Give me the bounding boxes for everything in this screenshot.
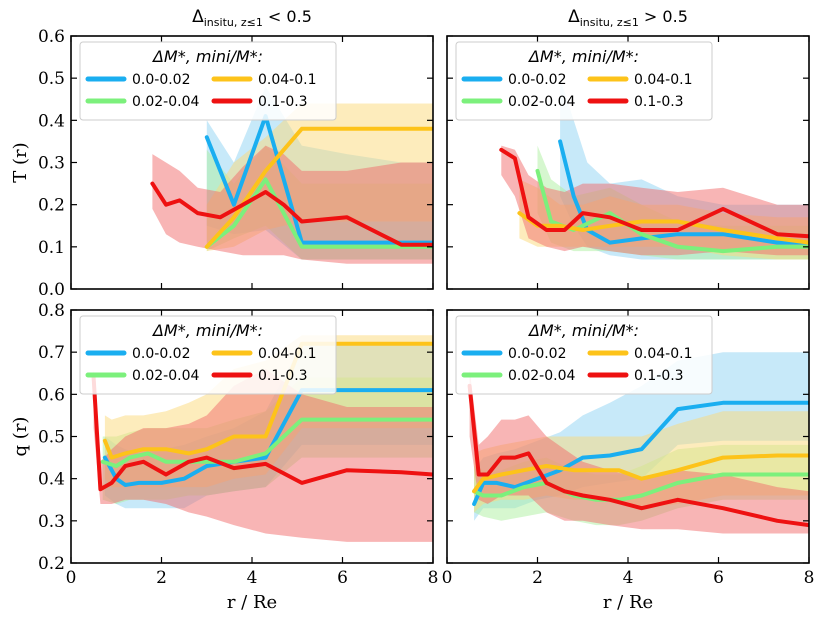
legend-entry-0.1-0.3: 0.1-0.3 — [634, 368, 684, 384]
x-tick-label: 0 — [66, 568, 77, 588]
panel-title-text: Δinsitu, z≤1 < 0.5 — [192, 7, 312, 29]
series-line-0.02-0.04 — [472, 472, 809, 502]
panel-title: Δinsitu, z≤1 < 0.5 — [192, 7, 312, 29]
y-tick-label: 0.2 — [38, 554, 65, 574]
legend: ΔM*, mini/M*: 0.0-0.02 0.04-0.1 0.02-0.04 0.… — [79, 41, 337, 121]
x-axis-label: r / Re — [227, 592, 277, 613]
legend-entry-0.1-0.3: 0.1-0.3 — [634, 94, 684, 110]
plot-area — [467, 352, 809, 534]
legend-entry-0.0-0.02: 0.0-0.02 — [508, 346, 567, 362]
legend-title: ΔM*, mini/M*: — [527, 47, 639, 66]
plot-area — [150, 86, 433, 264]
series-line-0.04-0.1 — [102, 341, 433, 460]
series-line-0.02-0.04 — [204, 177, 433, 249]
x-tick-label: 2 — [156, 568, 167, 588]
legend-entry-0.02-0.04: 0.02-0.04 — [508, 94, 575, 110]
y-tick-label: 0.2 — [38, 196, 65, 216]
legend: ΔM*, mini/M*: 0.0-0.02 0.04-0.1 0.02-0.04 0.… — [455, 41, 713, 121]
panel-top-left: 0.0 0.1 0.2 0.3 0.4 0.5 0.6 T (r) Δinsitu, z≤1 <… — [10, 7, 434, 300]
y-tick-label: 0.6 — [38, 27, 65, 47]
legend-title: ΔM*, mini/M*: — [527, 321, 639, 340]
series-line-0.0-0.02 — [472, 400, 809, 506]
legend-entry-0.1-0.3: 0.1-0.3 — [258, 368, 308, 384]
legend-entry-0.02-0.04: 0.02-0.04 — [508, 368, 575, 384]
y-tick-label: 0.5 — [38, 69, 65, 89]
legend-entry-0.04-0.1: 0.04-0.1 — [634, 346, 693, 362]
legend-entry-0.02-0.04: 0.02-0.04 — [132, 94, 199, 110]
panel-bottom-right: 0 2 4 6 8 r / Re ΔM*, mini/M*: 0.0-0.02 0.04-0.1… — [442, 309, 815, 613]
legend-title: ΔM*, mini/M*: — [151, 321, 263, 340]
legend-box — [455, 315, 713, 395]
series-line-0.04-0.1 — [204, 126, 433, 249]
legend-entry-0.04-0.1: 0.04-0.1 — [258, 346, 317, 362]
series-line-0.04-0.1 — [472, 453, 809, 494]
y-axis-label: T (r) — [10, 142, 31, 182]
y-tick-label: 0.3 — [38, 154, 65, 174]
legend: ΔM*, mini/M*: 0.0-0.02 0.04-0.1 0.02-0.04 0.… — [79, 315, 337, 395]
x-tick-label: 8 — [428, 568, 439, 588]
x-tick-label: 2 — [532, 568, 543, 588]
y-tick-label: 0.4 — [38, 470, 65, 490]
y-tick-label: 0.7 — [38, 343, 65, 363]
plot-area — [91, 335, 433, 542]
legend-title: ΔM*, mini/M*: — [151, 47, 263, 66]
panel-title: Δinsitu, z≤1 > 0.5 — [568, 7, 688, 29]
x-tick-label: 0 — [442, 568, 453, 588]
y-tick-label: 0.6 — [38, 385, 65, 405]
x-tick-label: 6 — [337, 568, 348, 588]
y-tick-label: 0.8 — [38, 301, 65, 321]
legend: ΔM*, mini/M*: 0.0-0.02 0.04-0.1 0.02-0.04 0.… — [455, 315, 713, 395]
band-0.1-0.3 — [469, 369, 809, 534]
series-line-0.02-0.04 — [100, 417, 433, 468]
x-tick-label: 6 — [713, 568, 724, 588]
y-axis-label: q (r) — [10, 417, 31, 457]
series-line-0.0-0.02 — [558, 139, 809, 245]
x-tick-label: 8 — [804, 568, 815, 588]
legend-box — [79, 41, 337, 121]
x-tick-label: 4 — [623, 568, 634, 588]
y-tick-label: 0.3 — [38, 512, 65, 532]
legend-entry-0.1-0.3: 0.1-0.3 — [258, 94, 308, 110]
series-line-0.1-0.3 — [467, 383, 809, 528]
y-tick-label: 0.5 — [38, 428, 65, 448]
legend-entry-0.02-0.04: 0.02-0.04 — [132, 368, 199, 384]
y-tick-label: 0.1 — [38, 238, 65, 258]
legend-entry-0.0-0.02: 0.0-0.02 — [132, 346, 191, 362]
panel-title-text: Δinsitu, z≤1 > 0.5 — [568, 7, 688, 29]
legend-box — [455, 41, 713, 121]
y-tick-label: 0.4 — [38, 111, 65, 131]
legend-entry-0.04-0.1: 0.04-0.1 — [634, 72, 693, 88]
legend-entry-0.0-0.02: 0.0-0.02 — [132, 72, 191, 88]
x-tick-label: 4 — [247, 568, 258, 588]
series-line-0.1-0.3 — [150, 181, 433, 247]
x-axis-label: r / Re — [603, 592, 653, 613]
series-line-0.1-0.3 — [499, 147, 809, 239]
series-line-0.1-0.3 — [91, 375, 433, 492]
legend-box — [79, 315, 337, 395]
y-tick-label: 0.0 — [38, 280, 65, 300]
legend-entry-0.0-0.02: 0.0-0.02 — [508, 72, 567, 88]
series-line-0.0-0.02 — [102, 388, 433, 487]
plot-area — [499, 78, 809, 260]
panel-bottom-left: 0 2 4 6 8 0.2 0.3 0.4 0.5 0.6 0.7 0.8 q (r) r / Re ΔM*… — [10, 301, 438, 613]
legend-entry-0.04-0.1: 0.04-0.1 — [258, 72, 317, 88]
panel-top-right: Δinsitu, z≤1 > 0.5 ΔM*, mini/M*: 0.0-0.02 0… — [446, 7, 810, 290]
